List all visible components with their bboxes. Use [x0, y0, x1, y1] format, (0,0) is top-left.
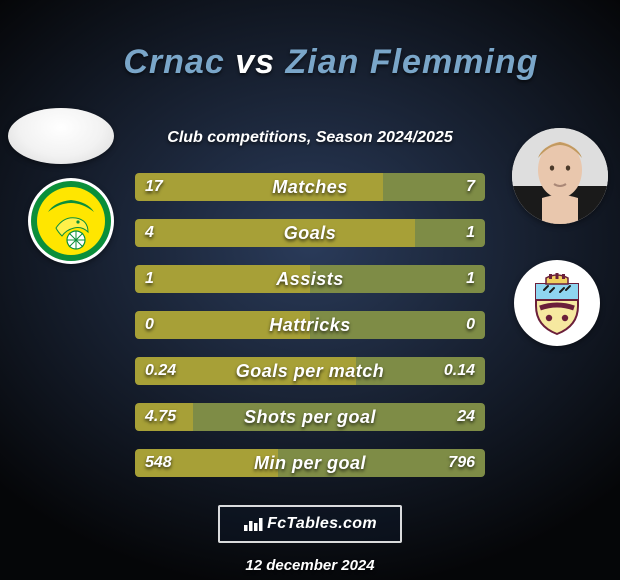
stat-row: Assists11 [135, 265, 485, 293]
player2-avatar [512, 128, 608, 224]
stat-row: Goals41 [135, 219, 485, 247]
stat-value-left: 0.24 [135, 357, 186, 385]
bar-left [135, 219, 415, 247]
stat-value-right: 24 [447, 403, 485, 431]
stat-row: Matches177 [135, 173, 485, 201]
stat-value-right: 796 [438, 449, 485, 477]
player1-name: Crnac [123, 43, 224, 81]
stats-bars: Matches177Goals41Assists11Hattricks00Goa… [135, 173, 485, 477]
bars-icon [243, 516, 263, 532]
stat-value-left: 0 [135, 311, 164, 339]
stat-row: Min per goal548796 [135, 449, 485, 477]
player1-avatar [8, 108, 114, 164]
stat-row: Shots per goal4.7524 [135, 403, 485, 431]
stat-value-left: 1 [135, 265, 164, 293]
stat-value-left: 17 [135, 173, 173, 201]
footer-date: 12 december 2024 [0, 557, 620, 574]
footer-logo-text: FcTables.com [267, 515, 377, 533]
stat-value-right: 1 [456, 265, 485, 293]
player1-club-badge [28, 178, 114, 264]
player2-club-badge [514, 260, 600, 346]
stat-value-left: 4 [135, 219, 164, 247]
comparison-title: Crnac vs Zian Flemming [0, 4, 620, 121]
stat-value-left: 4.75 [135, 403, 186, 431]
player2-name: Zian Flemming [285, 43, 538, 81]
title-vs: vs [235, 43, 275, 81]
stat-value-right: 1 [456, 219, 485, 247]
stat-row: Goals per match0.240.14 [135, 357, 485, 385]
stat-value-right: 0.14 [434, 357, 485, 385]
stat-value-left: 548 [135, 449, 182, 477]
fctables-logo: FcTables.com [218, 505, 402, 543]
stat-row: Hattricks00 [135, 311, 485, 339]
stat-value-right: 0 [456, 311, 485, 339]
stat-value-right: 7 [456, 173, 485, 201]
bar-right [193, 403, 485, 431]
